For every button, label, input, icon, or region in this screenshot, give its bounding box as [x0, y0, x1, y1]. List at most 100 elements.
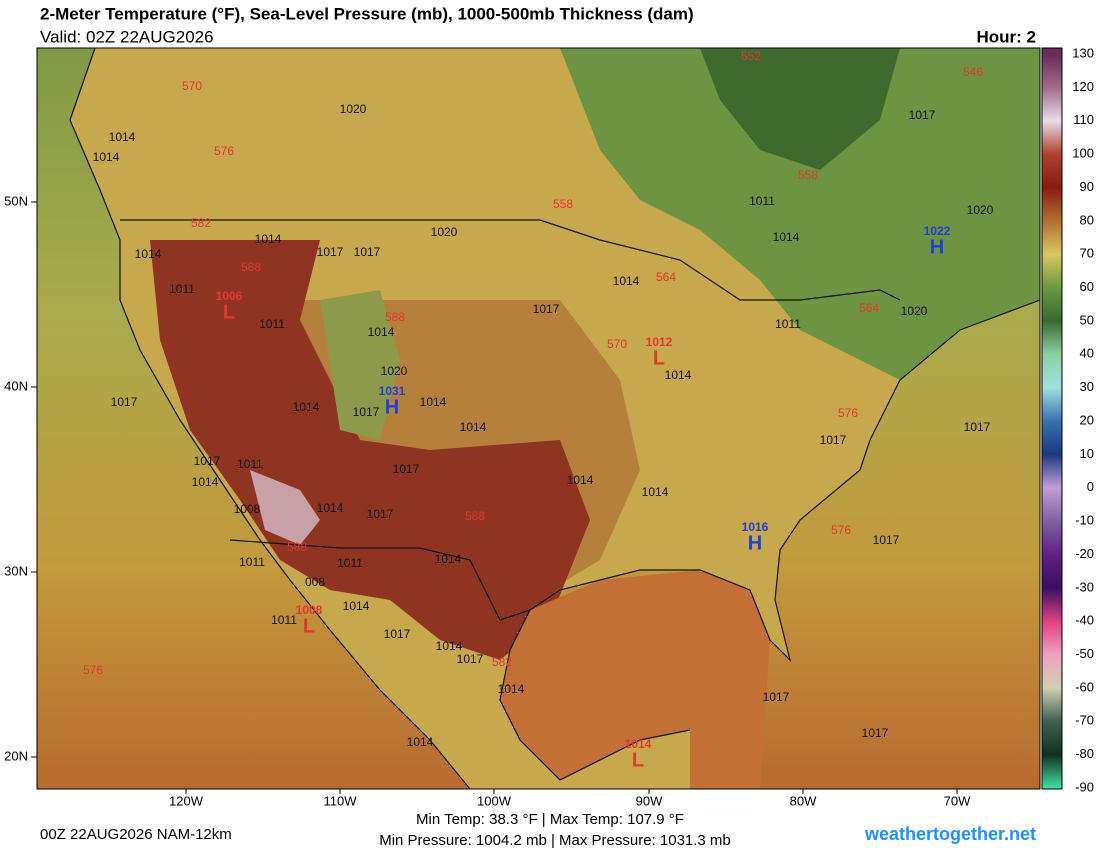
- colorbar-tick-label: 50: [1080, 312, 1094, 327]
- colorbar-tick-label: -30: [1075, 579, 1094, 594]
- southwest-hot: [150, 240, 590, 660]
- border: [120, 219, 901, 301]
- isobar-label: 1011: [237, 457, 263, 471]
- isobar-label: 1017: [353, 405, 380, 419]
- isobar-label: 1014: [420, 395, 447, 409]
- map-frame: [36, 47, 1041, 790]
- isobar-label: 1017: [909, 108, 936, 122]
- low-pressure-symbol: L: [303, 615, 315, 637]
- isobar-label: 1017: [111, 395, 138, 409]
- thickness-label: 582: [492, 655, 512, 669]
- isobar-label: 1014: [343, 599, 370, 613]
- thickness-label: 558: [798, 168, 818, 182]
- high-pressure-value: 1016: [742, 520, 769, 534]
- isobar-label: 1017: [194, 454, 221, 468]
- isobar-label: 1017: [393, 462, 420, 476]
- isobar-label: 1011: [169, 282, 195, 296]
- isobar-label: 1017: [367, 507, 394, 521]
- isobar-label: 1020: [967, 203, 994, 217]
- isobar-label: 1017: [384, 627, 411, 641]
- isobar-label: 1014: [317, 501, 344, 515]
- isobar-label: 1014: [407, 735, 434, 749]
- canada-cool: [560, 48, 1040, 380]
- longitude-label: 90W: [636, 793, 663, 808]
- thickness-label: 588: [287, 540, 307, 554]
- thickness-label: 582: [191, 216, 211, 230]
- thickness-label: 570: [607, 337, 627, 351]
- longitude-label: 110W: [324, 793, 358, 808]
- isobar-label: 1017: [964, 420, 991, 434]
- latitude-label: 40N: [4, 378, 28, 393]
- colorbar-tick-label: 130: [1072, 45, 1094, 60]
- longitude-label: 70W: [944, 793, 971, 808]
- isobar-label: 1014: [93, 150, 120, 164]
- colorbar-tick-label: 20: [1080, 412, 1094, 427]
- colorbar-tick-label: 90: [1080, 179, 1094, 194]
- isobar-label: 1014: [135, 247, 162, 261]
- colorbar-tick-label: 70: [1080, 246, 1094, 261]
- thickness-label: 558: [553, 197, 573, 211]
- colorbar-tick-label: -50: [1075, 646, 1094, 661]
- isobar-label: 1014: [613, 274, 640, 288]
- low-pressure-value: 1014: [625, 737, 652, 751]
- isobar-label: 1008: [234, 502, 261, 516]
- thickness-label: 546: [963, 65, 983, 79]
- colorbar-tick-label: 100: [1072, 146, 1094, 161]
- thickness-label: 552: [741, 49, 761, 63]
- forecast-hour: Hour: 2: [977, 27, 1037, 46]
- isobar-label: 1017: [763, 690, 790, 704]
- latitude-label: 30N: [4, 563, 28, 578]
- colorbar-tick-label: 110: [1073, 112, 1094, 127]
- isobar-label: 1014: [368, 325, 395, 339]
- isobar-label: 1020: [431, 225, 458, 239]
- longitude-label: 80W: [790, 793, 817, 808]
- colorbar: [1041, 47, 1063, 790]
- isobar-label: 1014: [192, 475, 219, 489]
- colorbar-tick-label: 120: [1072, 79, 1094, 94]
- low-pressure-symbol: L: [632, 749, 644, 771]
- colorbar-tick-label: -20: [1075, 546, 1094, 561]
- isobar-label: 1017: [317, 245, 344, 259]
- isobar-label: 1017: [533, 302, 560, 316]
- isobar-label: 1011: [749, 194, 775, 208]
- map: [37, 48, 1040, 789]
- thickness-label: 588: [385, 310, 405, 324]
- valid-time: Valid: 02Z 22AUG2026: [40, 27, 214, 46]
- latitude-label: 50N: [4, 193, 28, 208]
- isobar-label: 1017: [820, 433, 847, 447]
- isobar-label: 1014: [498, 682, 525, 696]
- thickness-label: 576: [83, 663, 103, 677]
- colorbar-tick-label: -60: [1075, 679, 1094, 694]
- latitude-label: 20N: [4, 748, 28, 763]
- thickness-label: 588: [465, 509, 485, 523]
- thickness-label: 564: [656, 270, 676, 284]
- colorbar-tick-label: 60: [1080, 279, 1094, 294]
- isobar-label: 1011: [259, 317, 285, 331]
- longitude-label: 120W: [169, 793, 204, 808]
- canada-cool-dark: [700, 48, 900, 170]
- high-pressure-symbol: H: [748, 532, 762, 554]
- thickness-label: 564: [859, 301, 879, 315]
- thickness-label: 576: [838, 406, 858, 420]
- longitude-label: 100W: [477, 793, 512, 808]
- isobar-label: 1011: [775, 317, 801, 331]
- colorbar-tick-label: 30: [1080, 379, 1094, 394]
- coastline: [499, 299, 1040, 781]
- model-run: 00Z 22AUG2026 NAM-12km: [40, 826, 232, 843]
- coastline: [69, 48, 471, 789]
- low-pressure-value: 1008: [296, 603, 323, 617]
- site-credit: weathertogether.net: [864, 824, 1036, 844]
- colorbar-tick-label: -90: [1075, 779, 1094, 794]
- low-pressure-value: 1006: [216, 289, 243, 303]
- isobar-label: 1017: [873, 533, 900, 547]
- high-pressure-value: 1022: [924, 224, 951, 238]
- colorbar-tick-label: -10: [1075, 513, 1094, 528]
- border: [229, 539, 531, 621]
- isobar-label: 1014: [436, 639, 463, 653]
- temp-range: Min Temp: 38.3 °F | Max Temp: 107.9 °F: [416, 811, 684, 828]
- thickness-label: 588: [241, 260, 261, 274]
- isobar-label: 1014: [109, 130, 136, 144]
- thickness-label: 576: [214, 144, 234, 158]
- isobar-label: 1011: [271, 613, 297, 627]
- colorbar-tick-label: 0: [1087, 479, 1094, 494]
